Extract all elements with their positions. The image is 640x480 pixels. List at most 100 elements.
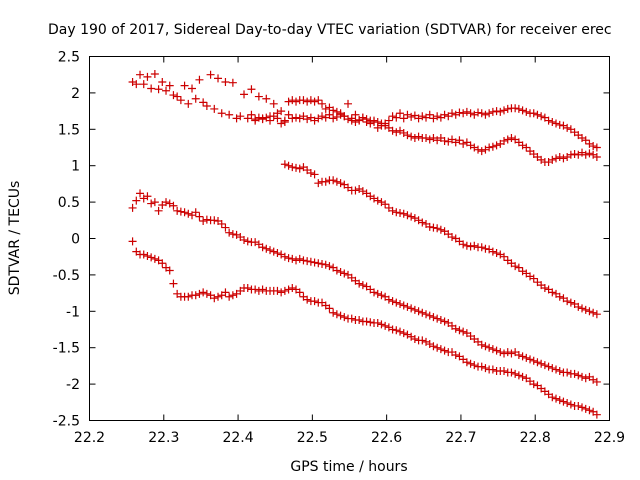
data-point-track-1	[228, 78, 237, 87]
data-point-track-3	[310, 170, 319, 179]
data-point-track-1	[589, 142, 598, 151]
x-tick-label: 22.8	[520, 430, 551, 446]
data-point-track-1	[143, 72, 152, 81]
data-point-track-1	[477, 109, 486, 118]
data-point-track-2	[503, 135, 512, 144]
data-point-track-2	[410, 134, 419, 143]
data-point-track-2	[336, 110, 345, 119]
data-point-track-2	[373, 118, 382, 127]
y-tick-label: -2.5	[53, 414, 80, 430]
data-point-track-2	[321, 104, 330, 113]
data-point-track-2	[292, 97, 301, 106]
data-point-track-3	[477, 243, 486, 252]
data-point-track-2	[574, 150, 583, 159]
data-point-track-5	[143, 251, 152, 260]
data-point-track-2	[258, 115, 267, 124]
data-point-track-1	[188, 84, 197, 93]
data-point-track-1	[173, 92, 182, 101]
data-point-track-1	[466, 109, 475, 118]
y-tick-label: 1	[71, 159, 80, 175]
data-point-track-4	[522, 353, 531, 362]
data-point-track-2	[370, 116, 379, 125]
data-point-track-4	[403, 302, 412, 311]
data-point-track-2	[477, 147, 486, 156]
data-point-track-2	[522, 143, 531, 152]
data-point-track-2	[544, 158, 553, 167]
chart-title: Day 190 of 2017, Sidereal Day-to-day VTE…	[48, 22, 612, 38]
data-point-track-5	[529, 380, 538, 389]
data-point-track-4	[251, 238, 260, 247]
data-point-track-3	[592, 310, 601, 319]
data-point-track-1	[162, 86, 171, 95]
data-point-track-3	[336, 179, 345, 188]
data-point-track-2	[318, 99, 327, 108]
data-point-track-4	[202, 215, 211, 224]
data-point-track-5	[377, 320, 386, 329]
data-point-track-4	[154, 206, 163, 215]
data-point-track-1	[485, 109, 494, 118]
data-point-track-1	[184, 99, 193, 108]
data-point-track-2	[266, 116, 275, 125]
data-point-track-4	[481, 342, 490, 351]
data-point-track-4	[184, 209, 193, 218]
data-point-track-4	[555, 366, 564, 375]
data-point-track-1	[396, 109, 405, 118]
data-point-track-3	[373, 196, 382, 205]
data-point-track-4	[370, 288, 379, 297]
data-point-track-3	[295, 164, 304, 173]
y-tick-label: -1.5	[53, 341, 80, 357]
data-point-track-3	[358, 187, 367, 196]
data-point-track-4	[195, 212, 204, 221]
y-tick-label: 1.5	[58, 122, 80, 138]
data-point-track-2	[251, 115, 260, 124]
data-point-track-3	[529, 274, 538, 283]
data-point-track-5	[210, 294, 219, 303]
data-point-track-4	[396, 300, 405, 309]
data-point-track-1	[225, 110, 234, 119]
data-point-track-4	[540, 361, 549, 370]
data-point-track-5	[470, 361, 479, 370]
data-point-track-4	[284, 254, 293, 263]
data-point-track-5	[518, 372, 527, 381]
data-point-track-5	[254, 286, 263, 295]
data-point-track-1	[552, 119, 561, 128]
data-point-track-4	[228, 230, 237, 239]
data-point-track-1	[158, 77, 167, 86]
data-point-track-1	[344, 99, 353, 108]
data-point-track-4	[533, 358, 542, 367]
data-point-track-5	[410, 334, 419, 343]
data-point-track-5	[555, 396, 564, 405]
data-point-track-4	[429, 313, 438, 322]
data-point-track-4	[526, 355, 535, 364]
data-point-track-3	[433, 224, 442, 233]
data-point-track-1	[518, 106, 527, 115]
data-point-track-3	[540, 284, 549, 293]
data-point-track-5	[251, 285, 260, 294]
data-point-track-2	[284, 97, 293, 106]
data-point-track-4	[318, 259, 327, 268]
data-point-track-4	[418, 308, 427, 317]
data-point-track-4	[414, 307, 423, 316]
data-point-track-1	[180, 81, 189, 90]
data-point-track-2	[329, 106, 338, 115]
data-point-track-2	[392, 128, 401, 137]
data-point-track-2	[555, 152, 564, 161]
data-point-track-2	[347, 116, 356, 125]
data-point-track-1	[399, 114, 408, 123]
data-point-track-1	[314, 114, 323, 123]
data-point-track-5	[288, 284, 297, 293]
data-point-track-1	[451, 110, 460, 119]
data-point-track-1	[269, 99, 278, 108]
data-point-track-4	[500, 349, 509, 358]
data-point-track-3	[429, 223, 438, 232]
data-point-track-3	[403, 211, 412, 220]
data-point-track-1	[533, 110, 542, 119]
data-point-track-5	[581, 404, 590, 413]
data-point-track-1	[288, 114, 297, 123]
data-point-track-4	[425, 311, 434, 320]
data-point-track-5	[355, 316, 364, 325]
data-point-track-5	[347, 314, 356, 323]
data-point-track-3	[288, 163, 297, 172]
data-point-track-5	[139, 250, 148, 259]
data-point-track-5	[418, 336, 427, 345]
